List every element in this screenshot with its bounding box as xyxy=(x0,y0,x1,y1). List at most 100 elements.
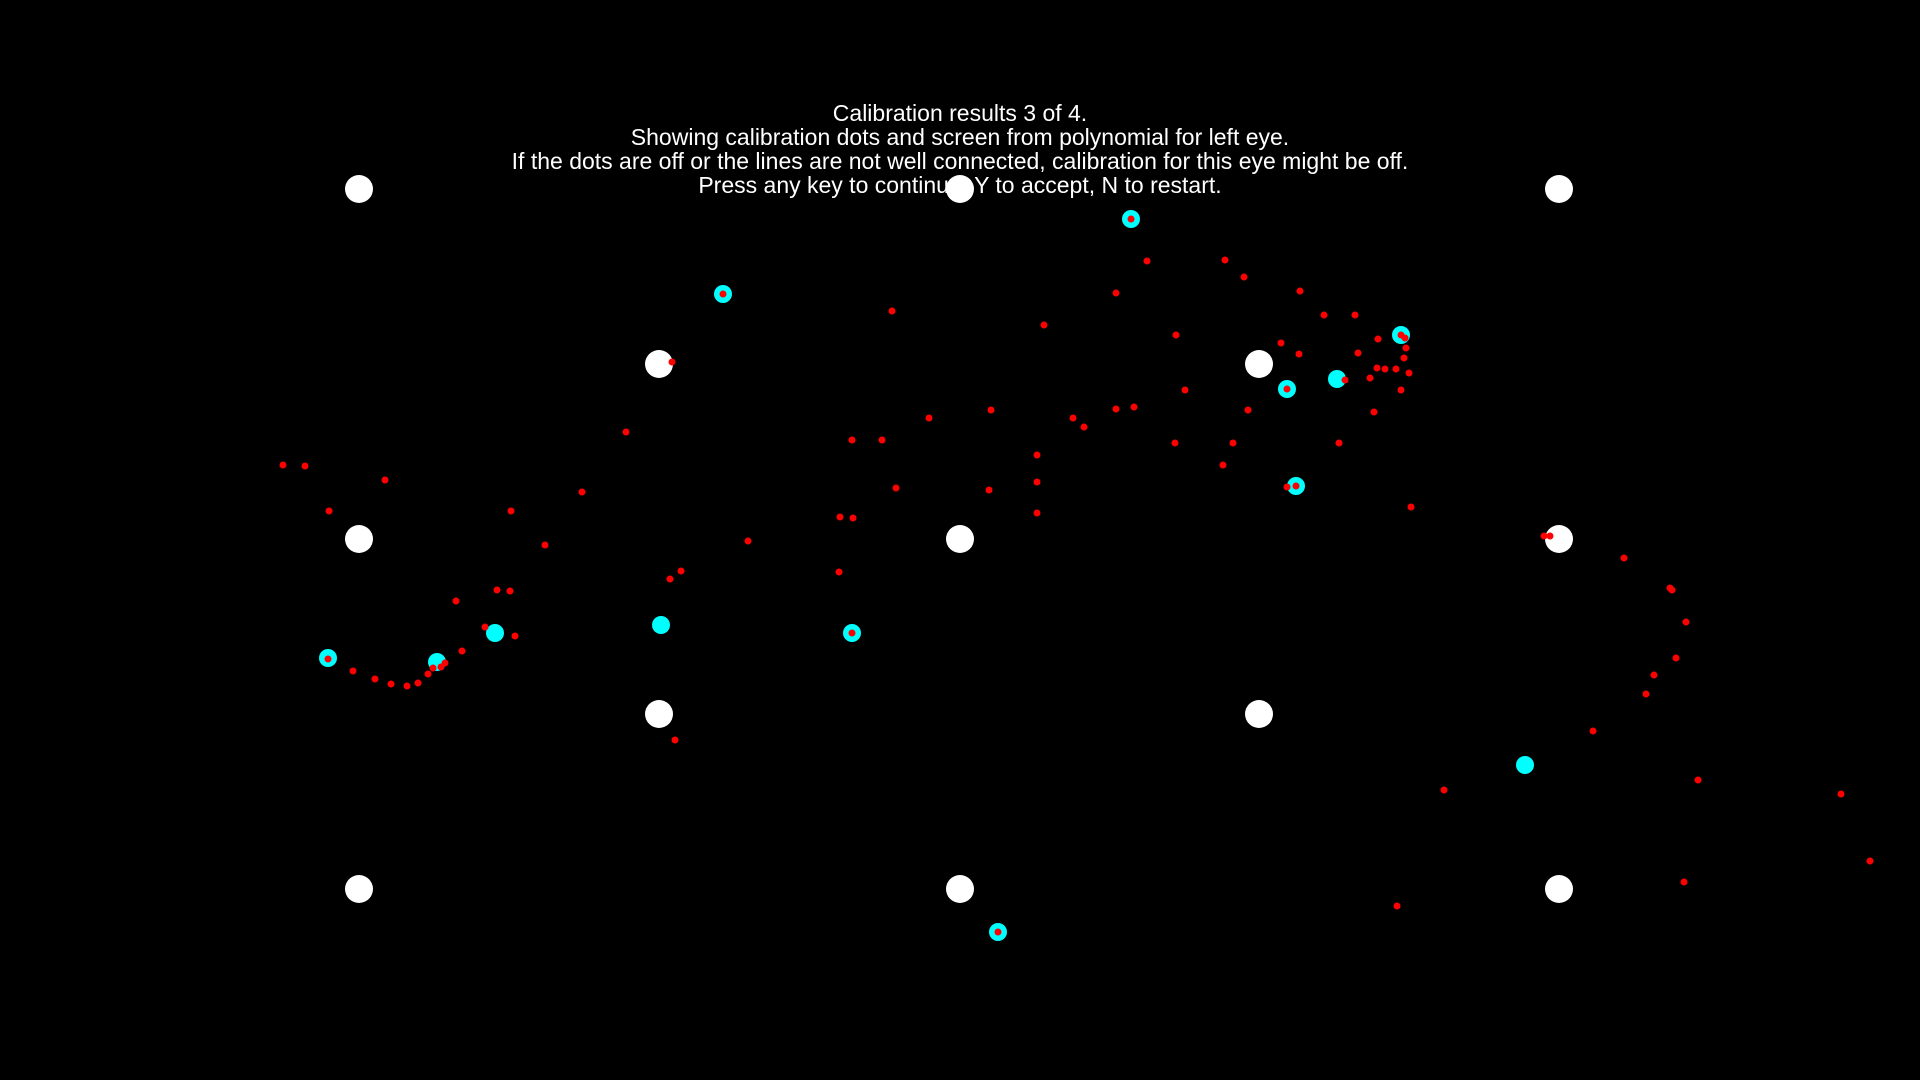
polynomial-mapped-icon xyxy=(994,928,1002,936)
polynomial-mapped-icon xyxy=(424,670,432,678)
polynomial-mapped-icon xyxy=(541,541,549,549)
polynomial-mapped-icon xyxy=(1277,339,1285,347)
polynomial-mapped-icon xyxy=(1402,344,1410,352)
polynomial-mapped-icon xyxy=(888,307,896,315)
instruction-warning: If the dots are off or the lines are not… xyxy=(511,148,1409,174)
polynomial-mapped-icon xyxy=(301,462,309,470)
polynomial-mapped-icon xyxy=(371,675,379,683)
polynomial-mapped-icon xyxy=(1069,414,1077,422)
polynomial-mapped-icon xyxy=(892,484,900,492)
polynomial-mapped-icon xyxy=(403,682,411,690)
polynomial-mapped-icon xyxy=(1143,257,1151,265)
polynomial-mapped-icon xyxy=(1341,376,1349,384)
polynomial-mapped-icon xyxy=(429,664,437,672)
polynomial-mapped-icon xyxy=(836,513,844,521)
polynomial-mapped-icon xyxy=(381,476,389,484)
polynomial-mapped-icon xyxy=(1112,405,1120,413)
polynomial-mapped-icon xyxy=(511,632,519,640)
polynomial-mapped-icon xyxy=(1393,902,1401,910)
polynomial-mapped-icon xyxy=(458,647,466,655)
polynomial-mapped-icon xyxy=(1171,439,1179,447)
polynomial-mapped-icon xyxy=(668,358,676,366)
polynomial-mapped-icon xyxy=(1335,439,1343,447)
polynomial-mapped-icon xyxy=(1112,289,1120,297)
polynomial-mapped-icon xyxy=(1440,786,1448,794)
calibration-target-icon xyxy=(645,700,673,728)
polynomial-mapped-icon xyxy=(1397,386,1405,394)
polynomial-mapped-icon xyxy=(1172,331,1180,339)
polynomial-mapped-icon xyxy=(1381,365,1389,373)
polynomial-mapped-icon xyxy=(1219,461,1227,469)
polynomial-mapped-icon xyxy=(1540,532,1548,540)
polynomial-mapped-icon xyxy=(279,461,287,469)
polynomial-mapped-icon xyxy=(848,436,856,444)
polynomial-mapped-icon xyxy=(1295,350,1303,358)
polynomial-mapped-icon xyxy=(1244,406,1252,414)
polynomial-mapped-icon xyxy=(1296,287,1304,295)
polynomial-mapped-icon xyxy=(1650,671,1658,679)
polynomial-mapped-icon xyxy=(1080,423,1088,431)
calibration-target-icon xyxy=(345,875,373,903)
polynomial-mapped-icon xyxy=(1292,482,1300,490)
polynomial-mapped-icon xyxy=(1837,790,1845,798)
polynomial-mapped-icon xyxy=(744,537,752,545)
polynomial-mapped-icon xyxy=(925,414,933,422)
polynomial-mapped-icon xyxy=(1397,331,1405,339)
polynomial-mapped-icon xyxy=(987,406,995,414)
polynomial-mapped-icon xyxy=(1589,727,1597,735)
polynomial-mapped-icon xyxy=(1130,403,1138,411)
polynomial-mapped-icon xyxy=(1672,654,1680,662)
polynomial-mapped-icon xyxy=(1240,273,1248,281)
calibration-target-icon xyxy=(1545,175,1573,203)
polynomial-mapped-icon xyxy=(1374,335,1382,343)
polynomial-mapped-icon xyxy=(506,587,514,595)
polynomial-mapped-icon xyxy=(848,629,856,637)
polynomial-mapped-icon xyxy=(507,507,515,515)
polynomial-mapped-icon xyxy=(666,575,674,583)
calibration-target-icon xyxy=(1245,700,1273,728)
polynomial-mapped-icon xyxy=(1033,451,1041,459)
polynomial-mapped-icon xyxy=(1040,321,1048,329)
polynomial-mapped-icon xyxy=(1354,349,1362,357)
calibration-target-icon xyxy=(345,525,373,553)
calibration-target-icon xyxy=(946,175,974,203)
calibration-target-icon xyxy=(345,175,373,203)
polynomial-mapped-icon xyxy=(1229,439,1237,447)
polynomial-mapped-icon xyxy=(1407,503,1415,511)
polynomial-mapped-icon xyxy=(1405,369,1413,377)
polynomial-mapped-icon xyxy=(1320,311,1328,319)
polynomial-mapped-icon xyxy=(1668,586,1676,594)
polynomial-mapped-icon xyxy=(1370,408,1378,416)
polynomial-mapped-icon xyxy=(481,623,489,631)
polynomial-mapped-icon xyxy=(1866,857,1874,865)
polynomial-mapped-icon xyxy=(849,514,857,522)
measured-gaze-icon xyxy=(1328,370,1346,388)
polynomial-mapped-icon xyxy=(1682,618,1690,626)
polynomial-mapped-icon xyxy=(493,586,501,594)
instruction-title: Calibration results 3 of 4. xyxy=(832,100,1088,126)
measured-gaze-icon xyxy=(652,616,670,634)
polynomial-mapped-icon xyxy=(325,507,333,515)
instruction-description: Showing calibration dots and screen from… xyxy=(630,124,1290,150)
polynomial-mapped-icon xyxy=(1400,354,1408,362)
polynomial-mapped-icon xyxy=(1694,776,1702,784)
calibration-target-icon xyxy=(645,350,673,378)
polynomial-mapped-icon xyxy=(324,655,332,663)
polynomial-mapped-icon xyxy=(1546,532,1554,540)
polynomial-mapped-icon xyxy=(578,488,586,496)
measured-gaze-icon xyxy=(486,624,504,642)
polynomial-mapped-icon xyxy=(387,680,395,688)
polynomial-mapped-icon xyxy=(437,663,445,671)
polynomial-mapped-icon xyxy=(414,679,422,687)
polynomial-mapped-icon xyxy=(1033,478,1041,486)
calibration-target-icon xyxy=(1545,525,1573,553)
polynomial-mapped-icon xyxy=(622,428,630,436)
polynomial-mapped-icon xyxy=(985,486,993,494)
calibration-target-icon xyxy=(946,525,974,553)
polynomial-mapped-icon xyxy=(671,736,679,744)
polynomial-mapped-icon xyxy=(677,567,685,575)
calibration-target-icon xyxy=(1245,350,1273,378)
polynomial-mapped-icon xyxy=(1373,364,1381,372)
